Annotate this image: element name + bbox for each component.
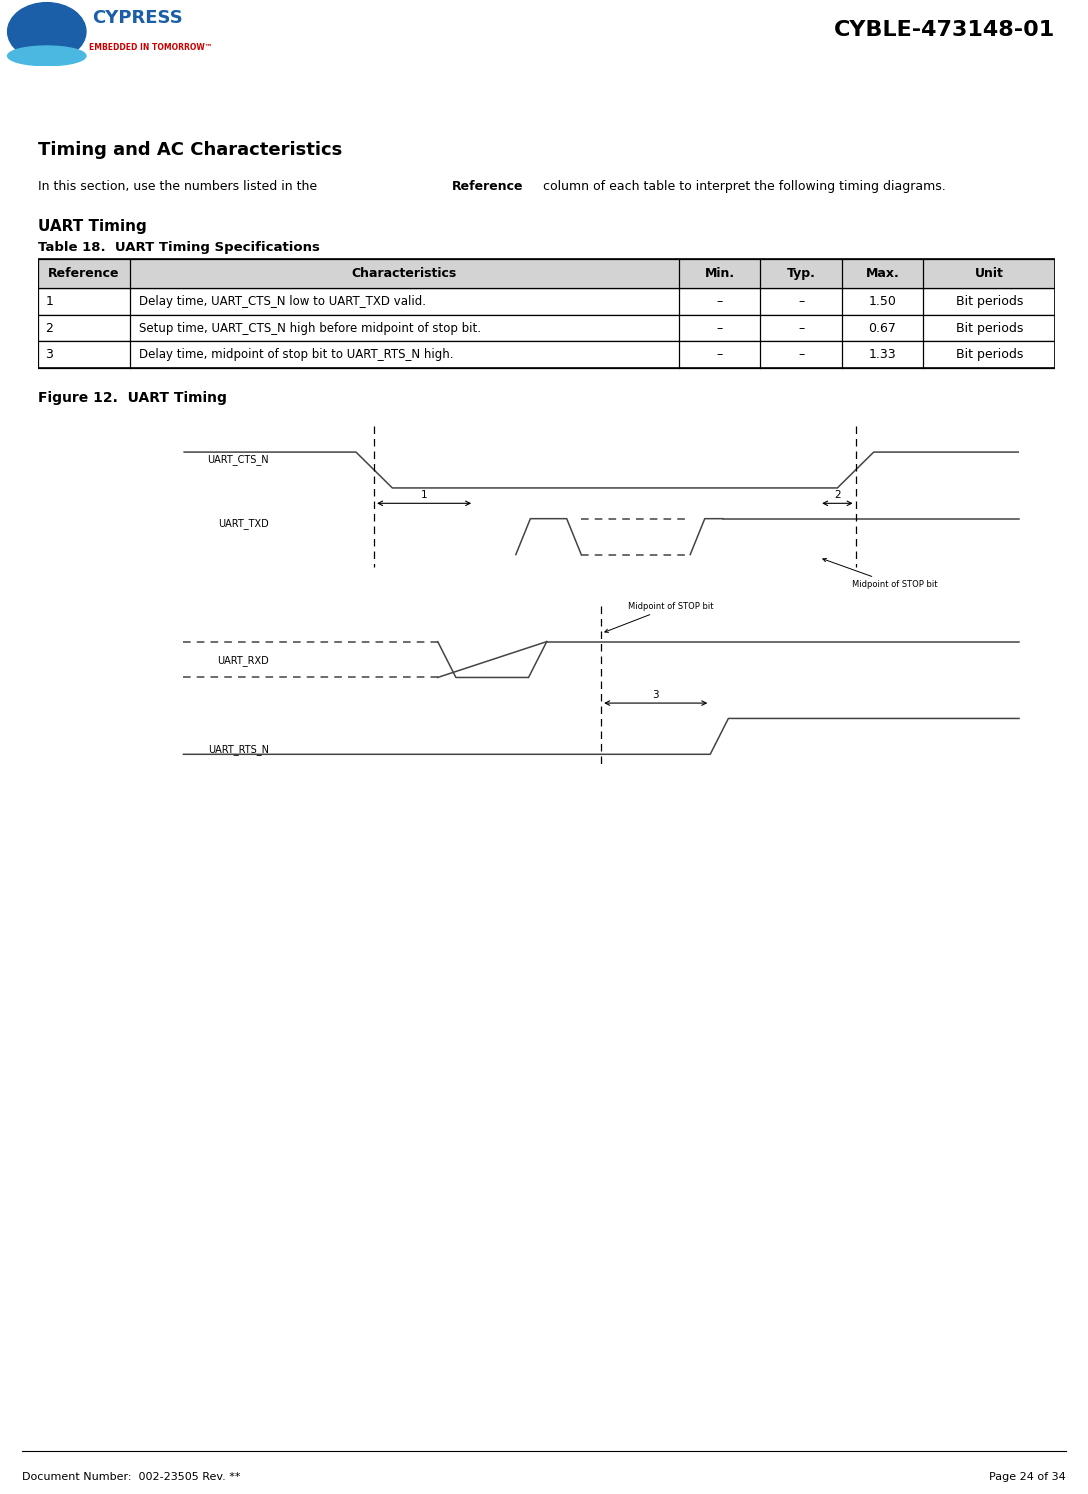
Text: 1: 1 — [46, 294, 53, 308]
Text: –: – — [798, 348, 804, 362]
Text: –: – — [717, 294, 722, 308]
Bar — [38, 288, 1055, 315]
Text: Table 18.  UART Timing Specifications: Table 18. UART Timing Specifications — [38, 241, 320, 254]
Text: Max.: Max. — [866, 267, 900, 281]
Text: 3: 3 — [46, 348, 53, 362]
Text: Unit: Unit — [975, 267, 1003, 281]
Text: UART_CTS_N: UART_CTS_N — [207, 454, 269, 465]
Ellipse shape — [8, 46, 86, 66]
Text: UART_TXD: UART_TXD — [218, 518, 269, 529]
Text: –: – — [717, 348, 722, 362]
Text: In this section, use the numbers listed in the: In this section, use the numbers listed … — [38, 179, 321, 193]
Text: Page 24 of 34: Page 24 of 34 — [989, 1472, 1066, 1482]
Text: Figure 12.  UART Timing: Figure 12. UART Timing — [38, 390, 227, 405]
Bar — [38, 315, 1055, 342]
Ellipse shape — [8, 3, 86, 60]
Text: UART_RTS_N: UART_RTS_N — [208, 744, 269, 754]
Text: Document Number:  002-23505 Rev. **: Document Number: 002-23505 Rev. ** — [22, 1472, 240, 1482]
Text: –: – — [717, 321, 722, 335]
Text: Reference: Reference — [453, 179, 523, 193]
Text: Midpoint of STOP bit: Midpoint of STOP bit — [823, 559, 938, 589]
Text: Delay time, UART_CTS_N low to UART_TXD valid.: Delay time, UART_CTS_N low to UART_TXD v… — [138, 294, 425, 308]
Text: –: – — [798, 294, 804, 308]
Text: Bit periods: Bit periods — [955, 321, 1023, 335]
Bar — [38, 342, 1055, 368]
Text: 1.50: 1.50 — [868, 294, 897, 308]
Text: 0.67: 0.67 — [868, 321, 897, 335]
Text: Min.: Min. — [705, 267, 734, 281]
Text: Timing and AC Characteristics: Timing and AC Characteristics — [38, 140, 343, 158]
Text: UART_RXD: UART_RXD — [217, 654, 269, 665]
Text: Setup time, UART_CTS_N high before midpoint of stop bit.: Setup time, UART_CTS_N high before midpo… — [138, 321, 481, 335]
Text: column of each table to interpret the following timing diagrams.: column of each table to interpret the fo… — [539, 179, 945, 193]
Text: 1: 1 — [421, 490, 428, 500]
Text: Characteristics: Characteristics — [351, 267, 457, 281]
Text: 1.33: 1.33 — [868, 348, 897, 362]
Text: EMBEDDED IN TOMORROW™: EMBEDDED IN TOMORROW™ — [89, 43, 212, 52]
Text: Bit periods: Bit periods — [955, 348, 1023, 362]
Text: Bit periods: Bit periods — [955, 294, 1023, 308]
Text: Reference: Reference — [48, 267, 120, 281]
Text: 2: 2 — [46, 321, 53, 335]
Bar — [38, 260, 1055, 288]
Text: Typ.: Typ. — [787, 267, 816, 281]
Text: CYBLE-473148-01: CYBLE-473148-01 — [834, 19, 1055, 39]
Text: –: – — [798, 321, 804, 335]
Text: UART Timing: UART Timing — [38, 218, 147, 233]
Text: 2: 2 — [834, 490, 841, 500]
Text: Midpoint of STOP bit: Midpoint of STOP bit — [605, 602, 714, 632]
Text: Delay time, midpoint of stop bit to UART_RTS_N high.: Delay time, midpoint of stop bit to UART… — [138, 348, 454, 362]
Bar — [38, 260, 1055, 368]
Text: 3: 3 — [653, 690, 659, 701]
Text: CYPRESS: CYPRESS — [92, 9, 183, 27]
